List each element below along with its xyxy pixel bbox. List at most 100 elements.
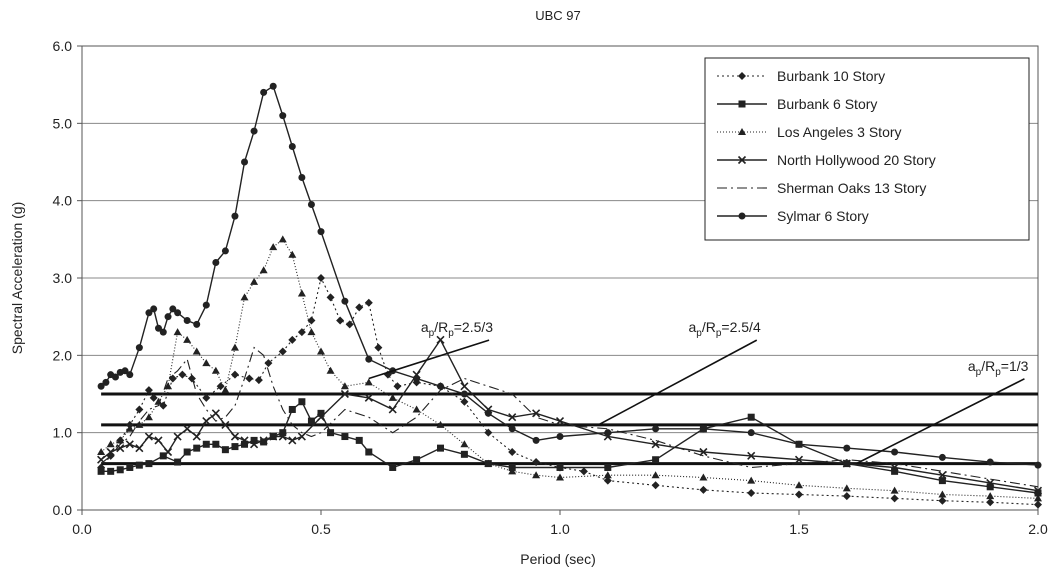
data-point	[938, 496, 947, 505]
data-point	[388, 393, 397, 401]
data-point	[747, 476, 756, 484]
data-point	[508, 467, 517, 475]
data-point	[164, 382, 173, 390]
data-point	[212, 259, 220, 267]
data-point	[355, 303, 364, 312]
x-tick-label: 1.0	[550, 521, 570, 537]
data-point	[345, 320, 354, 329]
data-point	[508, 413, 517, 422]
data-point	[1034, 489, 1042, 497]
data-point	[202, 301, 210, 309]
data-point	[221, 420, 230, 429]
data-point	[297, 328, 306, 337]
data-point	[307, 201, 315, 209]
data-point	[651, 440, 660, 449]
data-point	[341, 433, 349, 441]
data-point	[174, 458, 182, 466]
data-point	[795, 481, 803, 489]
data-point	[211, 409, 220, 418]
legend-label: Burbank 6 Story	[777, 96, 877, 112]
data-point	[364, 378, 373, 386]
data-point	[364, 393, 373, 402]
data-point	[699, 447, 708, 457]
data-point	[231, 443, 239, 451]
data-point	[193, 444, 201, 452]
data-point	[365, 448, 373, 456]
annotation: ap/Rp=2.5/4	[597, 319, 761, 426]
data-point	[532, 458, 541, 467]
annotation-pointer	[855, 378, 1025, 465]
data-point	[891, 448, 899, 456]
data-point	[259, 436, 268, 445]
data-point	[890, 463, 899, 472]
data-point	[699, 425, 707, 433]
data-point	[437, 444, 444, 452]
data-point	[297, 432, 306, 441]
legend-item: Los Angeles 3 Story	[717, 124, 902, 140]
data-point	[250, 440, 259, 449]
data-point	[241, 440, 249, 448]
legend-label: Los Angeles 3 Story	[777, 124, 902, 140]
data-point	[245, 374, 254, 383]
data-point	[269, 82, 277, 90]
x-tick-label: 0.5	[311, 521, 331, 537]
data-point	[145, 460, 153, 468]
data-point	[192, 432, 201, 441]
data-point	[154, 436, 163, 445]
data-point	[317, 347, 325, 355]
data-point	[891, 467, 899, 475]
data-point	[260, 88, 268, 96]
data-point	[97, 448, 106, 455]
data-point	[484, 459, 493, 467]
data-point	[159, 452, 167, 460]
data-point	[307, 328, 316, 336]
legend-marker	[738, 212, 746, 220]
data-point	[556, 463, 564, 471]
data-point	[107, 467, 115, 475]
data-point	[747, 451, 756, 460]
series-2	[97, 398, 1042, 497]
x-axis-label: Period (sec)	[520, 551, 595, 567]
data-point	[150, 305, 158, 313]
data-point	[795, 490, 803, 499]
data-point	[211, 366, 220, 374]
data-point	[269, 432, 278, 441]
data-point	[938, 471, 947, 480]
data-point	[288, 250, 297, 258]
data-point	[106, 440, 115, 448]
data-point	[250, 127, 258, 135]
data-point	[183, 335, 192, 343]
data-point	[183, 424, 192, 433]
data-point	[111, 373, 119, 381]
y-tick-label: 0.0	[53, 502, 73, 518]
data-point	[794, 455, 804, 464]
legend-marker	[738, 128, 746, 135]
data-point	[747, 488, 756, 497]
data-point	[437, 382, 444, 390]
data-point	[278, 347, 287, 356]
data-point	[604, 463, 612, 471]
data-point	[652, 425, 660, 433]
data-point	[202, 359, 211, 367]
data-point	[260, 438, 268, 446]
data-point	[699, 473, 708, 481]
data-point	[986, 458, 994, 466]
annotation-pointer	[597, 339, 758, 426]
legend-label: Sylmar 6 Story	[777, 208, 869, 224]
data-point	[202, 440, 210, 448]
y-tick-label: 6.0	[53, 38, 73, 54]
data-point	[890, 494, 899, 503]
data-point	[938, 490, 947, 498]
data-point	[154, 397, 163, 405]
y-tick-label: 5.0	[53, 115, 73, 131]
data-point	[121, 367, 129, 375]
legend-item: North Hollywood 20 Story	[717, 152, 936, 168]
data-point	[269, 243, 278, 251]
data-point	[1034, 494, 1042, 502]
y-tick-label: 4.0	[53, 193, 73, 209]
y-tick-label: 1.0	[53, 425, 73, 441]
data-point	[938, 453, 946, 461]
data-point	[116, 436, 125, 444]
data-point	[508, 448, 517, 456]
